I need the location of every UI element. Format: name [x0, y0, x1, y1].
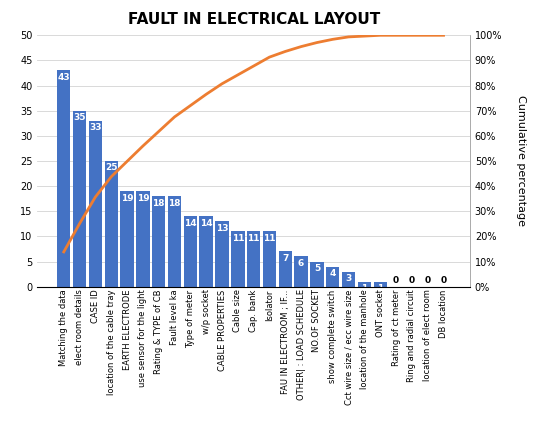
Bar [57, 71, 70, 287]
Text: 43: 43 [58, 73, 70, 82]
Text: 13: 13 [216, 224, 228, 233]
Bar [326, 266, 340, 287]
Bar [120, 191, 134, 287]
Text: 19: 19 [121, 194, 134, 203]
Text: 6: 6 [298, 259, 304, 268]
Text: 0: 0 [393, 276, 399, 284]
Text: 7: 7 [282, 254, 288, 263]
Text: 25: 25 [105, 164, 117, 172]
Text: 11: 11 [263, 234, 276, 243]
Text: 33: 33 [89, 123, 101, 132]
Bar [73, 111, 87, 287]
Text: 14: 14 [200, 219, 213, 228]
Bar [373, 282, 387, 287]
Text: 0: 0 [409, 276, 415, 284]
Text: 5: 5 [314, 264, 320, 273]
Bar [358, 282, 371, 287]
Bar [279, 251, 292, 287]
Bar [105, 161, 118, 287]
Text: 19: 19 [137, 194, 149, 203]
Y-axis label: Cumulative percentage: Cumulative percentage [516, 95, 526, 227]
Text: 14: 14 [184, 219, 197, 228]
Bar [200, 216, 213, 287]
Text: 0: 0 [425, 276, 431, 284]
Text: 1: 1 [362, 284, 367, 293]
Text: 11: 11 [247, 234, 260, 243]
Bar [168, 196, 181, 287]
Text: 3: 3 [345, 274, 352, 283]
Bar [294, 257, 308, 287]
Text: 18: 18 [168, 198, 181, 208]
Bar [184, 216, 197, 287]
Bar [342, 272, 355, 287]
Text: 0: 0 [441, 276, 446, 284]
Text: 11: 11 [232, 234, 244, 243]
Text: 35: 35 [73, 113, 86, 122]
Title: FAULT IN ELECTRICAL LAYOUT: FAULT IN ELECTRICAL LAYOUT [128, 12, 380, 27]
Bar [310, 262, 324, 287]
Text: 18: 18 [153, 198, 165, 208]
Bar [215, 221, 229, 287]
Text: 4: 4 [329, 269, 336, 278]
Bar [89, 121, 102, 287]
Bar [152, 196, 166, 287]
Bar [231, 232, 245, 287]
Text: 1: 1 [377, 284, 383, 293]
Bar [263, 232, 276, 287]
Bar [136, 191, 150, 287]
Bar [247, 232, 261, 287]
